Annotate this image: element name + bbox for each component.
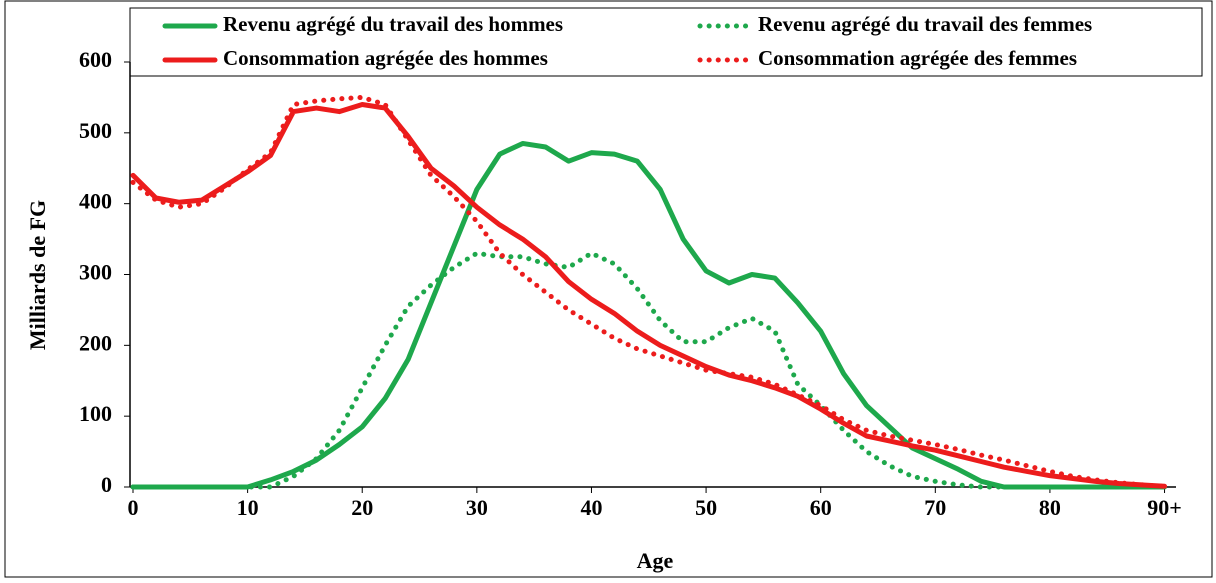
legend-label: Revenu agrégé du travail des hommes: [223, 12, 563, 36]
y-tick-label: 0: [101, 472, 112, 497]
x-tick-label: 0: [128, 495, 139, 520]
x-tick-label: 30: [466, 495, 488, 520]
legend-label: Consommation agrégée des hommes: [223, 46, 548, 70]
x-tick-label: 90+: [1147, 495, 1182, 520]
x-tick-label: 10: [237, 495, 259, 520]
y-tick-label: 400: [79, 189, 112, 214]
y-axis-label: Milliards de FG: [25, 200, 50, 350]
x-tick-label: 70: [924, 495, 946, 520]
y-tick-label: 600: [79, 47, 112, 72]
x-tick-label: 40: [580, 495, 602, 520]
series-line: [130, 94, 1168, 489]
x-tick-label: 80: [1039, 495, 1061, 520]
legend-label: Revenu agrégé du travail des femmes: [758, 12, 1092, 36]
x-tick-label: 60: [810, 495, 832, 520]
x-tick-label: 50: [695, 495, 717, 520]
legend-box: [129, 7, 1203, 77]
y-tick-label: 200: [79, 330, 112, 355]
y-tick-label: 300: [79, 260, 112, 285]
series-line: [130, 250, 1168, 490]
x-tick-label: 20: [351, 495, 373, 520]
series-line: [130, 102, 1168, 489]
y-tick-label: 100: [79, 401, 112, 426]
y-tick-label: 500: [79, 118, 112, 143]
series-line: [130, 140, 1168, 490]
x-axis-label: Age: [637, 548, 674, 573]
legend-label: Consommation agrégée des femmes: [758, 46, 1077, 70]
frame: [4, 0, 1213, 578]
